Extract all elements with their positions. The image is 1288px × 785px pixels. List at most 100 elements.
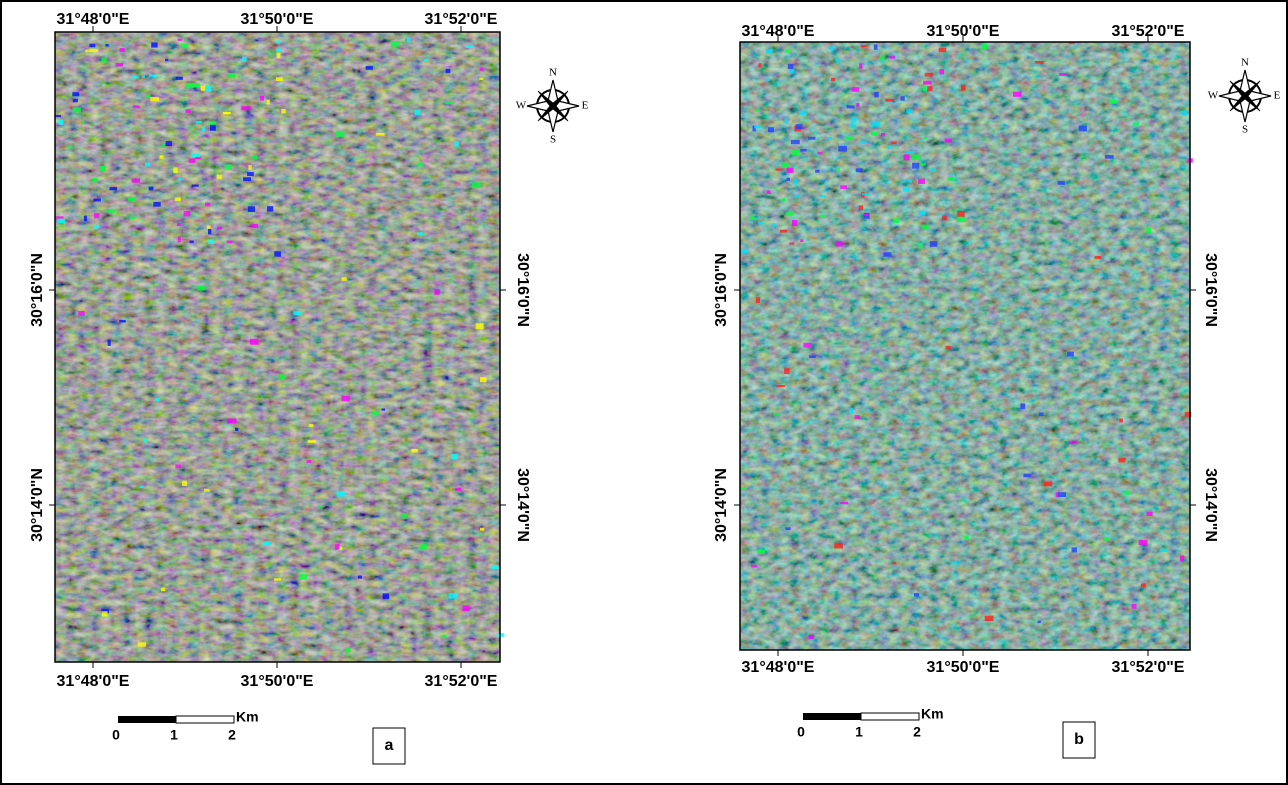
map-speck bbox=[247, 206, 256, 212]
right-coord-label: 30°14'0"N bbox=[514, 468, 531, 542]
map-speck bbox=[1071, 547, 1077, 553]
map-speck bbox=[165, 141, 172, 146]
map-speck bbox=[222, 112, 230, 115]
map-speck bbox=[1059, 73, 1067, 76]
map-speck bbox=[101, 608, 110, 614]
map-speck bbox=[1067, 351, 1074, 357]
map-speck bbox=[177, 38, 183, 41]
map-speck bbox=[795, 124, 803, 130]
scale-white bbox=[860, 712, 920, 721]
map-speck bbox=[182, 480, 187, 487]
map-speck bbox=[345, 647, 351, 653]
map-speck bbox=[318, 505, 323, 509]
map-speck bbox=[191, 153, 201, 158]
map-speck bbox=[381, 408, 386, 411]
map-speck bbox=[451, 453, 459, 460]
map-speck bbox=[259, 95, 265, 101]
map-speck bbox=[416, 162, 424, 167]
map-speck bbox=[808, 136, 816, 140]
map-speck bbox=[129, 216, 135, 220]
map-speck bbox=[1020, 403, 1026, 409]
map-speck bbox=[144, 162, 151, 167]
map-speck bbox=[779, 229, 788, 233]
map-speck bbox=[871, 131, 879, 136]
map-speck bbox=[1108, 99, 1118, 104]
map-speck bbox=[902, 187, 911, 192]
scale-unit: Km bbox=[236, 709, 259, 725]
map-speck bbox=[414, 109, 421, 116]
map-panel: 31°48'0"E 31°48'0"E 31°50'0"E 31°50'0"E 31°5… bbox=[29, 11, 589, 765]
map-speck bbox=[196, 120, 202, 124]
map-speck bbox=[913, 593, 920, 597]
map-speck bbox=[905, 151, 915, 155]
map-speck bbox=[964, 535, 969, 540]
compass-e: E bbox=[582, 100, 589, 112]
map-speck bbox=[890, 141, 897, 145]
map-speck bbox=[921, 224, 929, 230]
panel-label: a bbox=[385, 737, 394, 754]
map-speck bbox=[72, 107, 81, 113]
map-speck bbox=[175, 464, 182, 469]
map-speck bbox=[442, 634, 447, 638]
map-speck bbox=[956, 216, 966, 223]
map-speck bbox=[1159, 548, 1169, 553]
map-speck bbox=[417, 232, 423, 236]
map-speck bbox=[180, 43, 189, 49]
map-speck bbox=[192, 83, 200, 87]
map-speck bbox=[1069, 441, 1078, 444]
map-speck bbox=[101, 611, 108, 617]
scale-tick-label: 1 bbox=[855, 724, 863, 740]
map-panel: 31°48'0"E 31°48'0"E 31°50'0"E 31°50'0"E 31°5… bbox=[713, 23, 1281, 759]
map-speck bbox=[740, 249, 749, 254]
map-speck bbox=[274, 578, 282, 581]
map-speck bbox=[434, 289, 440, 295]
map-speck bbox=[99, 165, 106, 172]
map-speck bbox=[815, 169, 820, 173]
map-speck bbox=[792, 178, 798, 185]
map-speck bbox=[201, 126, 206, 132]
map-speck bbox=[754, 125, 762, 129]
map-speck bbox=[880, 132, 886, 136]
map-speck bbox=[195, 157, 201, 160]
map-speck bbox=[784, 368, 790, 374]
map-speck bbox=[1146, 227, 1152, 234]
map-speck bbox=[924, 72, 934, 77]
map-speck bbox=[1181, 165, 1185, 169]
map-speck bbox=[927, 86, 933, 92]
map-speck bbox=[177, 223, 181, 226]
map-speck bbox=[1140, 583, 1146, 588]
map-speck bbox=[912, 162, 920, 169]
map-speck bbox=[862, 193, 870, 196]
map-speck bbox=[475, 323, 484, 330]
map-speck bbox=[755, 297, 761, 304]
map-speck bbox=[830, 77, 836, 82]
map-speck bbox=[1131, 603, 1137, 609]
map-speck bbox=[851, 87, 860, 92]
map-speck bbox=[55, 216, 64, 219]
top-coord-label: 31°48'0"E bbox=[742, 23, 815, 40]
map-speck bbox=[159, 155, 164, 159]
panel-label: b bbox=[1074, 731, 1084, 748]
map-speck bbox=[454, 140, 459, 147]
map-speck bbox=[840, 185, 848, 190]
map-speck bbox=[1180, 110, 1188, 115]
top-coord-label: 31°52'0"E bbox=[425, 11, 498, 28]
map-speck bbox=[83, 215, 88, 222]
map-speck bbox=[279, 374, 285, 379]
map-speck bbox=[465, 45, 474, 48]
map-speck bbox=[792, 149, 800, 155]
compass-w: W bbox=[516, 100, 527, 112]
map-speck bbox=[276, 40, 280, 44]
map-speck bbox=[917, 163, 927, 166]
map-speck bbox=[859, 63, 863, 69]
map-speck bbox=[817, 152, 823, 155]
map-speck bbox=[855, 168, 863, 173]
map-speck bbox=[263, 541, 271, 546]
map-speck bbox=[1068, 42, 1075, 45]
map-speck bbox=[858, 205, 864, 211]
map-speck bbox=[266, 99, 270, 105]
map-speck bbox=[183, 211, 191, 217]
left-coord-label: 30°14'0"N bbox=[713, 468, 730, 542]
